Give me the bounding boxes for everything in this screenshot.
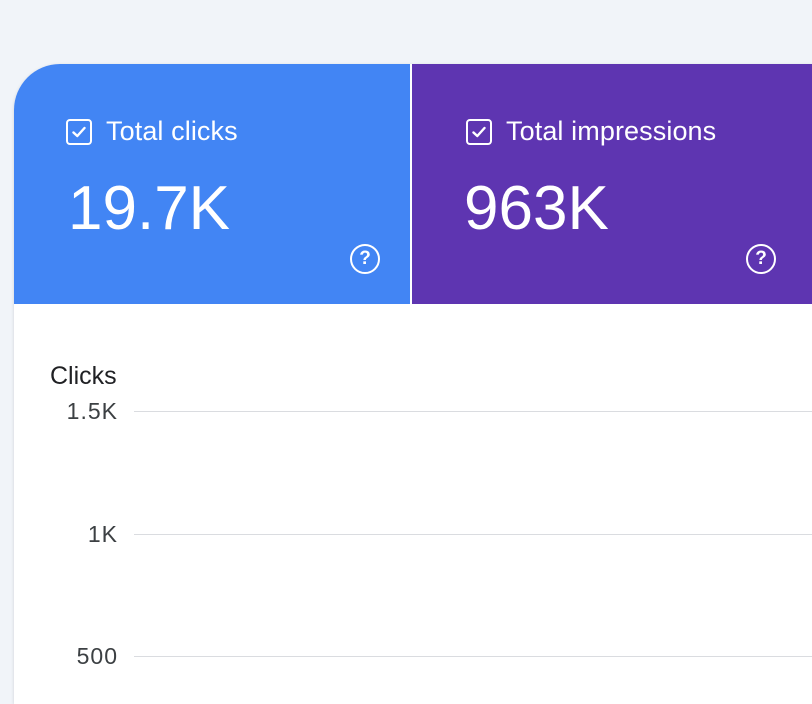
y-tick-label: 1.5K [66, 398, 118, 424]
total-clicks-metric[interactable]: Total clicks 19.7K ? [14, 64, 410, 304]
help-icon[interactable]: ? [746, 244, 776, 274]
total-impressions-header[interactable]: Total impressions [466, 116, 716, 147]
grid-line [134, 534, 812, 535]
clicks-chart: Clicks 1.5K 1K 500 [14, 304, 812, 704]
grid-line [134, 411, 812, 412]
total-clicks-label: Total clicks [106, 116, 238, 146]
grid-line [134, 656, 812, 657]
y-tick-label: 1K [87, 521, 118, 547]
checkmark-icon [472, 126, 486, 137]
total-clicks-header[interactable]: Total clicks [66, 116, 238, 147]
performance-card: Total clicks 19.7K ? Total impressions 9… [14, 64, 812, 704]
total-impressions-label: Total impressions [506, 116, 717, 146]
help-icon[interactable]: ? [350, 244, 380, 274]
checkmark-icon [72, 126, 86, 137]
y-axis-title: Clicks [50, 362, 117, 390]
total-impressions-value: 963K [464, 174, 609, 243]
total-clicks-value: 19.7K [68, 174, 231, 243]
total-impressions-metric[interactable]: Total impressions 963K ? [412, 64, 812, 304]
y-tick-label: 500 [76, 643, 118, 669]
total-impressions-checkbox[interactable] [466, 118, 492, 145]
total-clicks-checkbox[interactable] [66, 118, 92, 145]
